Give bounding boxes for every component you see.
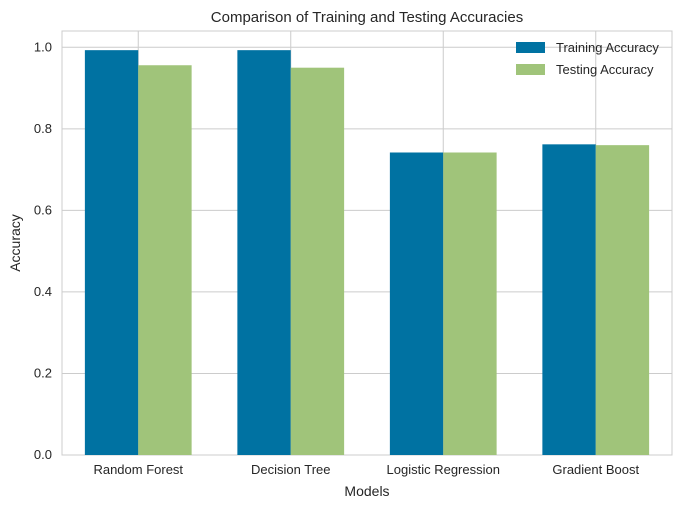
bar-testing xyxy=(290,67,345,455)
x-tick-label: Logistic Regression xyxy=(387,462,500,477)
bar-training xyxy=(389,152,444,455)
y-tick-label: 0.6 xyxy=(34,202,52,217)
legend: Training Accuracy Testing Accuracy xyxy=(516,40,659,77)
y-tick-label: 0.0 xyxy=(34,447,52,462)
x-tick-label: Decision Tree xyxy=(251,462,330,477)
y-tick-label: 1.0 xyxy=(34,39,52,54)
x-tick-labels: Random Forest Decision Tree Logistic Regre… xyxy=(93,462,639,477)
bar-training xyxy=(237,50,291,456)
bar-training xyxy=(542,144,596,456)
bar-testing xyxy=(595,145,650,455)
y-axis-title: Accuracy xyxy=(7,214,23,272)
y-tick-labels: 0.0 0.2 0.4 0.6 0.8 1.0 xyxy=(34,39,52,462)
bars xyxy=(84,50,650,456)
legend-label: Testing Accuracy xyxy=(556,62,654,77)
legend-label: Training Accuracy xyxy=(556,40,659,55)
legend-swatch xyxy=(516,64,545,75)
bar-training xyxy=(84,50,139,456)
y-tick-label: 0.8 xyxy=(34,121,52,136)
bar-testing xyxy=(443,152,497,455)
x-axis-title: Models xyxy=(344,483,389,499)
bar-testing xyxy=(138,65,192,455)
y-tick-label: 0.4 xyxy=(34,284,52,299)
chart-title: Comparison of Training and Testing Accur… xyxy=(211,9,523,26)
legend-swatch xyxy=(516,42,545,53)
x-tick-label: Gradient Boost xyxy=(552,462,639,477)
x-tick-label: Random Forest xyxy=(93,462,183,477)
y-tick-label: 0.2 xyxy=(34,365,52,380)
